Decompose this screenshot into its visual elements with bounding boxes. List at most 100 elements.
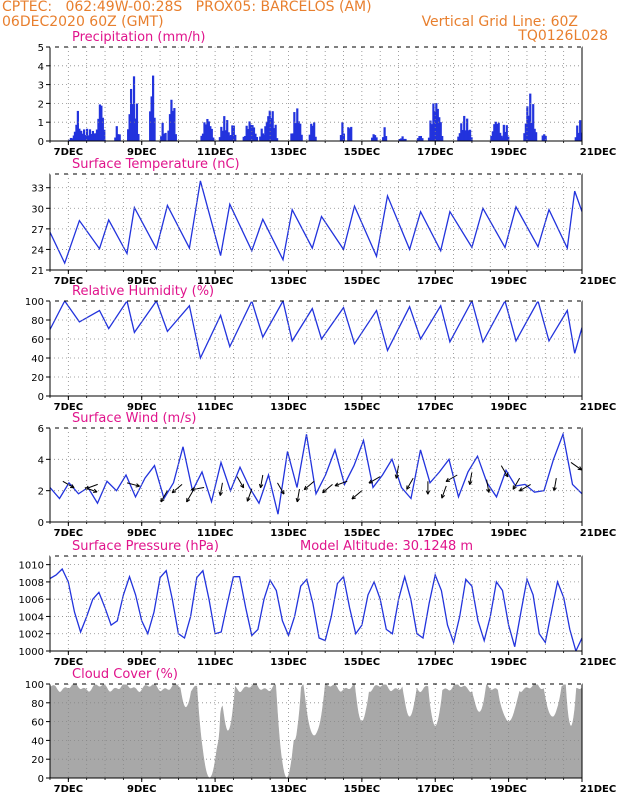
precip-bar	[248, 121, 251, 141]
y-tick-label: 6	[38, 424, 44, 435]
x-tick-label: 15DEC	[344, 147, 380, 158]
x-tick-label: 13DEC	[270, 784, 306, 795]
precip-bar	[273, 128, 276, 141]
precip-bar	[88, 129, 92, 141]
precip-bar	[491, 131, 494, 141]
x-tick-label: 11DEC	[197, 657, 233, 668]
precip-bar	[429, 120, 432, 141]
precip-bar	[290, 133, 293, 141]
precip-bar	[532, 104, 535, 141]
x-tick-label: 19DEC	[490, 402, 526, 413]
precip-bar	[226, 120, 229, 141]
y-tick-label: 60	[31, 335, 44, 346]
precip-bar	[271, 111, 274, 141]
x-tick-label: 19DEC	[490, 276, 526, 287]
x-tick-label: 17DEC	[417, 402, 453, 413]
wind-line	[50, 431, 582, 515]
precip-bar	[341, 122, 344, 141]
wind-data	[50, 431, 582, 515]
x-tick-label: 17DEC	[417, 784, 453, 795]
precip-bar	[494, 121, 497, 141]
precip-bar	[255, 136, 259, 141]
y-tick-label: 1008	[19, 578, 44, 589]
wind-panel: Surface Wind (m/s) 0 2 4 6 7DEC 9DEC 11DEC 13DEC…	[38, 411, 617, 539]
precip-bar	[467, 130, 470, 141]
wind-arrow	[368, 476, 381, 484]
precip-bar	[402, 138, 406, 141]
cloud-area	[50, 684, 582, 778]
pres-frame	[49, 555, 583, 652]
precip-bar	[505, 125, 508, 141]
x-tick-label: 21DEC	[580, 147, 616, 158]
x-tick-label: 15DEC	[344, 784, 380, 795]
y-tick-label: 40	[31, 354, 44, 365]
precip-bar	[384, 136, 388, 141]
x-tick-label: 21DEC	[580, 276, 616, 287]
precip-data	[68, 75, 582, 141]
wind-arrow	[126, 482, 140, 488]
x-tick-label: 9DEC	[127, 784, 156, 795]
precip-bar	[247, 129, 250, 141]
y-tick-label: 100	[25, 680, 44, 691]
precip-bar	[297, 121, 300, 141]
y-tick-label: 20	[31, 755, 44, 766]
precip-bar	[577, 132, 580, 141]
wind-frame	[49, 427, 583, 523]
precip-bar	[490, 135, 493, 141]
wind-arrow	[160, 490, 168, 503]
precip-bar	[115, 126, 118, 141]
precip-bar	[401, 136, 404, 141]
precip-bar	[270, 118, 273, 141]
precip-bar	[91, 130, 95, 141]
wind-arrow	[486, 479, 491, 493]
wind-arrow	[295, 489, 300, 503]
precip-bar	[371, 137, 374, 141]
precip-bar	[502, 124, 505, 141]
precip-bar	[170, 99, 173, 141]
wind-arrow	[351, 490, 363, 500]
precip-bar	[416, 138, 420, 141]
precip-bar	[149, 111, 152, 141]
precip-bar	[83, 129, 86, 141]
precip-bar	[79, 130, 82, 141]
wind-arrow	[186, 490, 194, 503]
precip-bar	[137, 133, 140, 141]
precip-bar	[221, 130, 224, 141]
precip-bar	[373, 135, 377, 141]
rh-panel: Relative Humidity (%) 0 20 40 60 80 100 7DEC 9DE…	[25, 284, 616, 413]
y-tick-label: 2	[38, 99, 44, 110]
precip-bar	[496, 124, 499, 141]
wind-arrow	[236, 476, 245, 489]
precip-bar	[131, 104, 134, 141]
precip-bar	[527, 115, 530, 141]
wind-arrow	[303, 480, 315, 491]
x-tick-label: 9DEC	[127, 402, 156, 413]
temp-panel: Surface Temperature (nC) 21 24 27 30 33 7DEC 9D…	[31, 157, 616, 287]
precip-bar	[201, 133, 205, 141]
precip-bar	[132, 76, 136, 141]
precip-bar	[350, 126, 353, 141]
precip-bar	[127, 129, 130, 141]
x-tick-label: 19DEC	[490, 784, 526, 795]
precip-bar	[300, 134, 303, 141]
x-tick-label: 19DEC	[490, 147, 526, 158]
precip-bar	[73, 131, 77, 141]
x-tick-label: 19DEC	[490, 657, 526, 668]
y-tick-label: 4	[38, 455, 44, 466]
precip-bar	[291, 133, 294, 141]
wind-arrow	[500, 465, 509, 478]
precip-bar	[543, 134, 546, 141]
precip-bar	[68, 139, 71, 141]
precip-bar	[493, 124, 496, 141]
precip-bar	[268, 110, 271, 141]
precip-bar	[276, 138, 279, 141]
wind-arrow	[552, 478, 557, 492]
temp-frame	[49, 173, 583, 271]
y-tick-label: 40	[31, 736, 44, 747]
pres-title: Surface Pressure (hPa)	[72, 539, 219, 554]
precip-bar	[168, 114, 172, 141]
precip-bar	[580, 132, 582, 141]
x-tick-label: 11DEC	[197, 784, 233, 795]
y-tick-label: 5	[38, 43, 44, 54]
